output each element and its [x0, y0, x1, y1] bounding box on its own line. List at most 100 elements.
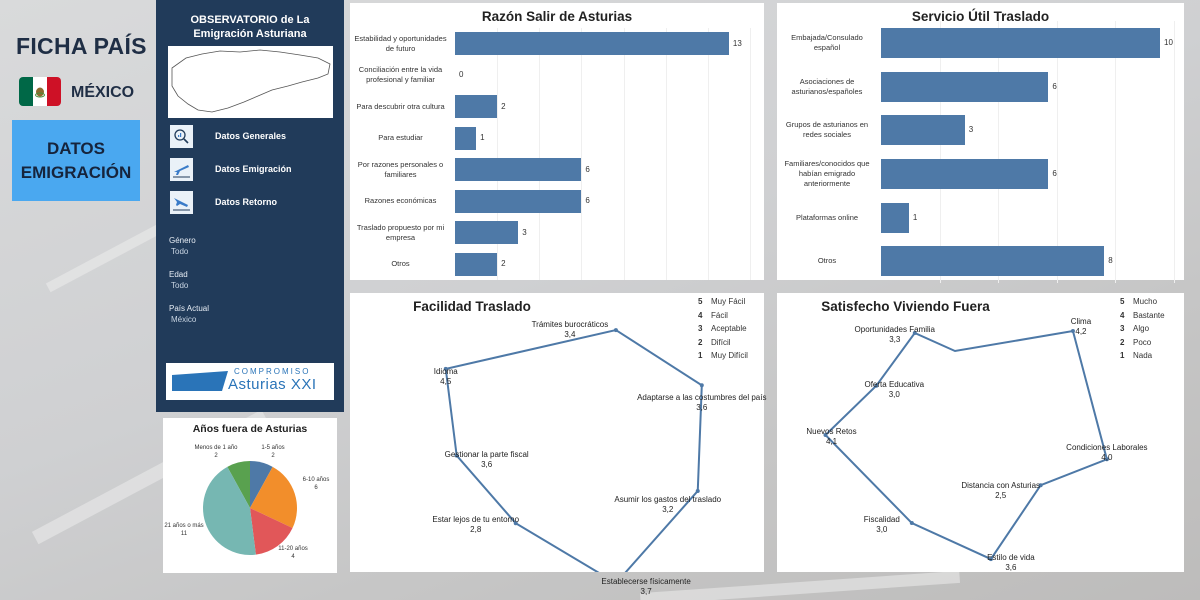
bar-category-label: Para descubrir otra cultura	[356, 101, 445, 111]
legend-label: Bastante	[1133, 310, 1165, 320]
radar-value: 4,1	[825, 437, 838, 446]
pie-value: 4	[291, 554, 295, 560]
bar-value-label: 6	[585, 164, 590, 174]
chart-title: Razón Salir de Asturias	[481, 9, 633, 24]
bar-value-label: 6	[1052, 168, 1057, 178]
radar-value: 3,7	[640, 587, 652, 597]
pie-slice-label: 1-5 años 2	[261, 444, 284, 460]
button-label-line1: DATOS	[47, 138, 105, 158]
radar-series-line	[824, 329, 1109, 561]
datos-emigracion-button[interactable]: DATOS EMIGRACIÓN	[12, 120, 140, 201]
servicio-util-chart: Servicio Útil Traslado Embajada/Consulad…	[777, 3, 1184, 283]
radar-axis-label: Clima 4,2	[1071, 317, 1091, 337]
legend-item: 4 Fácil	[698, 311, 728, 320]
nav-datos-retorno[interactable]: Datos Retorno	[170, 190, 340, 214]
bar-category-label: Otros	[391, 259, 410, 269]
nav-datos-generales[interactable]: Datos Generales	[170, 124, 340, 148]
legend-label: Muy Difícil	[711, 351, 748, 360]
radar-value: 2,5	[995, 491, 1007, 501]
filter-genero[interactable]: Género Todo	[169, 235, 196, 257]
filter-edad[interactable]: Edad Todo	[169, 269, 188, 291]
bar-category-label: Otros	[817, 256, 837, 266]
bar-category-label: Familiares/conocidos que habían emigrado…	[784, 158, 870, 188]
radar-axis-label: Trámites burocráticos 3,4	[532, 320, 609, 340]
radar-category: Oferta Educativa	[864, 379, 925, 389]
radar-value: 3,6	[1005, 563, 1017, 573]
bar-category-label: Asociaciones de asturianos/españoles	[791, 76, 863, 96]
pie-slice	[227, 461, 250, 508]
radar-point	[1038, 483, 1043, 488]
filter-label: País Actual	[169, 304, 210, 313]
pie-svg	[202, 461, 297, 555]
radar-axis-label: Fiscalidad 3,0	[864, 515, 900, 535]
logo-text-bottom: Asturias XXI	[228, 376, 317, 393]
chart-title: Años fuera de Asturias	[192, 423, 308, 435]
facilidad-traslado-chart: Facilidad Traslado Trámites burocráticos…	[350, 293, 766, 596]
radar-value: 4,2	[1075, 327, 1087, 337]
bar-category-label: Por razones personales o familiares	[357, 159, 444, 179]
radar-category: Establecerse físicamente	[601, 577, 691, 587]
plane-takeoff-icon	[170, 157, 193, 181]
chart-title: Servicio Útil Traslado	[911, 9, 1050, 24]
bar	[881, 115, 965, 146]
nav-label: Datos Emigración	[215, 164, 292, 174]
radar-svg	[443, 328, 704, 572]
legend-item: 1 Nada	[1120, 351, 1152, 360]
bar-value-label: 6	[1052, 81, 1057, 91]
legend-number: 5	[698, 297, 703, 306]
radar-axis-label: Gestionar la parte fiscal 3,6	[445, 450, 529, 470]
nav-datos-emigracion[interactable]: Datos Emigración	[170, 157, 340, 181]
radar-value: 3,0	[876, 525, 888, 535]
legend-item: 4 Bastante	[1120, 311, 1165, 320]
nav-label: Datos Retorno	[215, 197, 278, 207]
radar-series-line	[444, 329, 703, 572]
legend-number: 2	[698, 337, 703, 347]
bar-value-label: 3	[522, 227, 527, 237]
radar-category: Fiscalidad	[863, 515, 900, 525]
filter-label: Género	[169, 236, 196, 245]
pie-slice	[202, 466, 256, 555]
radar-point	[909, 521, 914, 526]
radar-axis-label: Estar lejos de tu entorno 2,8	[432, 515, 519, 535]
radar-point	[874, 383, 879, 388]
radar-category: Oportunidades Familia	[854, 325, 936, 335]
observatorio-title: OBSERVATORIO de La Emigración Asturiana	[156, 13, 344, 41]
radar-value: 3,4	[564, 330, 576, 340]
filter-label: Edad	[169, 270, 188, 279]
bar	[455, 252, 498, 276]
pie-slice	[250, 508, 293, 555]
radar-axis-label: Nuevos Retos 4,1	[806, 427, 856, 447]
legend-item: 3 Aceptable	[698, 324, 747, 333]
bar-category-label: Embajada/Consulado español	[791, 32, 863, 52]
pie-slice-label: 21 años o más 11	[164, 522, 203, 538]
bar-value-label: 2	[501, 101, 506, 111]
radar-point	[454, 453, 459, 458]
razon-salir-chart: Razón Salir de Asturias Estabilidad y op…	[350, 3, 764, 280]
bar	[881, 71, 1049, 102]
bar-category-label: Estabilidad y oportunidades de futuro	[354, 33, 447, 53]
bar	[455, 32, 729, 56]
legend-label: Difícil	[711, 337, 731, 347]
filter-value: México	[171, 315, 197, 324]
bar-category-label: Plataformas online	[795, 212, 859, 222]
filter-pais-actual[interactable]: País Actual México	[169, 303, 209, 325]
gridline	[623, 28, 625, 280]
gridline	[665, 28, 667, 280]
legend-label: Mucho	[1133, 297, 1158, 306]
bar-value-label: 1	[912, 212, 918, 222]
mexico-flag-icon	[19, 77, 61, 106]
radar-point	[613, 328, 618, 333]
bar-category-label: Traslado propuesto por mi empresa	[356, 222, 445, 242]
radar-axis-label: Estilo de vida 3,6	[987, 553, 1035, 573]
bar-value-label: 8	[1108, 256, 1113, 266]
bar	[455, 95, 498, 119]
legend-item: 1 Muy Difícil	[698, 351, 748, 360]
bar	[881, 202, 909, 233]
legend-number: 1	[1120, 351, 1125, 360]
chart-title: Facilidad Traslado	[413, 299, 531, 314]
legend-number: 1	[698, 351, 703, 360]
radar-category: Trámites burocráticos	[531, 320, 609, 330]
gridline	[1115, 21, 1117, 283]
radar-axis-label: Distancia con Asturias 2,5	[961, 481, 1040, 501]
radar-point	[695, 488, 700, 493]
